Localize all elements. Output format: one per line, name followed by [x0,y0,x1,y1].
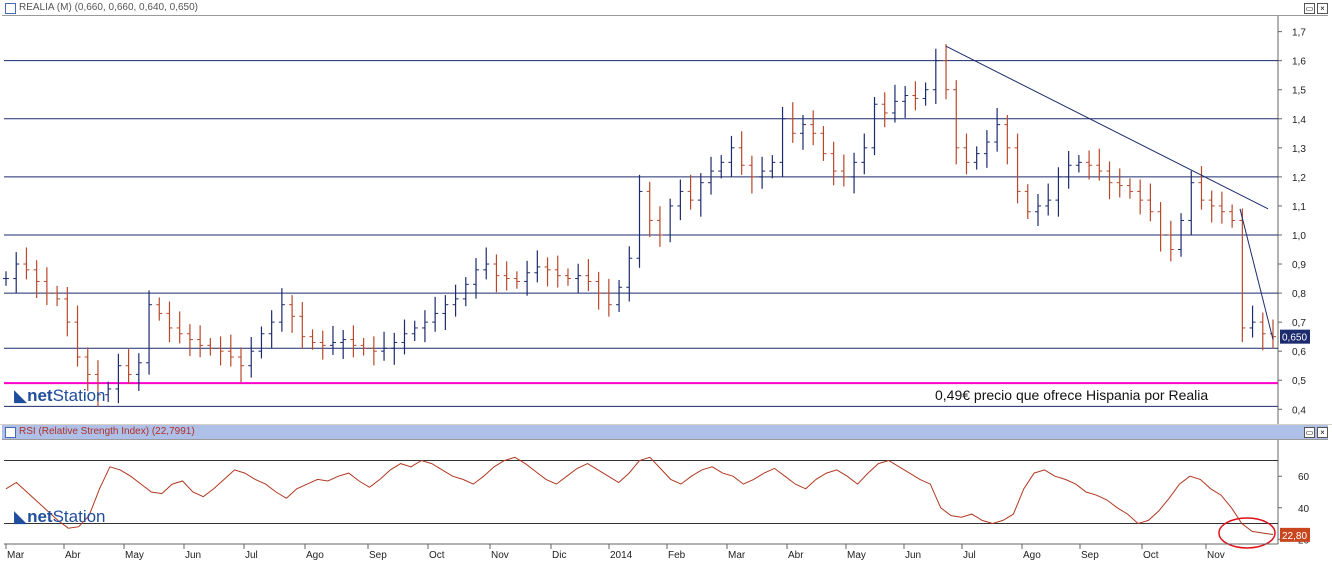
price-panel: REALIA (M) (0,660, 0,660, 0,640, 0,650) … [0,0,1332,424]
price-y-tick-label: 0,5 [1292,376,1306,387]
resistance-trendline [945,45,1269,210]
x-tick-label: Oct [1143,550,1159,561]
netstation-logo-icon: ◣ [14,386,28,405]
price-panel-title: REALIA (M) (0,660, 0,660, 0,640, 0,650) [19,2,198,13]
price-y-tick-label: 0,8 [1292,289,1306,300]
netstation-logo-price: ◣netStation [14,386,106,405]
rsi-last-value-tag [1280,527,1310,542]
rsi-chart: 60402022,80MarAbrMayJunJulAgoSepOctNovDi… [4,440,1310,561]
rsi-panel: RSI (Relative Strength Index) (22,7991) … [0,425,1332,561]
price-y-tick-label: 0,7 [1292,318,1306,329]
last-price-tag [1280,329,1310,344]
x-tick-label: Ago [1023,550,1041,561]
x-tick-label: Nov [491,550,509,561]
x-tick-label: Jul [245,550,258,561]
x-tick-label: May [125,550,144,561]
close-icon[interactable]: × [1317,427,1328,438]
price-panel-titlebar: REALIA (M) (0,660, 0,660, 0,640, 0,650) … [2,1,1328,16]
x-tick-label: Abr [65,550,81,561]
netstation-logo-icon: ◣ [14,507,28,526]
panel-checkbox-icon[interactable] [5,3,16,14]
short-trendline [1239,208,1274,340]
price-y-tick-label: 0,4 [1292,405,1306,416]
netstation-logo-rsi: ◣netStation [14,507,106,526]
price-y-tick-label: 1,6 [1292,57,1306,68]
price-y-tick-label: 0,6 [1292,347,1306,358]
price-y-tick-label: 0,9 [1292,260,1306,271]
price-y-tick-label: 1,7 [1292,28,1306,39]
x-tick-label: Jul [963,550,976,561]
restore-icon[interactable]: ▭ [1304,3,1315,14]
x-tick-label: Abr [788,550,804,561]
price-y-tick-label: 1,1 [1292,202,1306,213]
offer-annotation: 0,49€ precio que ofrece Hispania por Rea… [935,387,1208,403]
x-tick-label: Nov [1207,550,1225,561]
x-tick-label: Oct [429,550,445,561]
rsi-last-value-label: 22,80 [1282,531,1307,542]
price-plot-area [4,16,1278,424]
price-y-tick-label: 1,3 [1292,144,1306,155]
restore-icon[interactable]: ▭ [1304,427,1315,438]
x-tick-label: Ago [306,550,324,561]
x-tick-label: Jun [185,550,201,561]
rsi-oversold-circle [1218,517,1276,549]
x-tick-label: Mar [728,550,746,561]
rsi-panel-title: RSI (Relative Strength Index) (22,7991) [19,426,195,437]
x-tick-label: 2014 [610,550,633,561]
price-y-tick-label: 1,2 [1292,173,1306,184]
price-y-tick-label: 1,0 [1292,231,1306,242]
x-tick-label: Feb [668,550,686,561]
price-y-tick-label: 1,4 [1292,115,1306,126]
x-tick-label: May [847,550,866,561]
x-tick-label: Dic [552,550,566,561]
price-chart: 1,7 1,6 1,5 1,4 1,3 1,2 1,1 1,0 0,9 0,8 0,7 0,6 0,5 0… [3,16,1310,424]
close-icon[interactable]: × [1317,3,1328,14]
x-tick-label: Mar [7,550,25,561]
panel-checkbox-icon[interactable] [5,427,16,438]
x-tick-label: Sep [369,550,387,561]
x-tick-label: Jun [905,550,921,561]
x-tick-label: Sep [1081,550,1099,561]
rsi-y-tick-label: 60 [1298,472,1310,483]
rsi-plot-area [4,440,1278,544]
last-price-label: 0,650 [1282,333,1307,344]
rsi-line [5,456,1274,535]
price-y-tick-label: 1,5 [1292,86,1306,97]
rsi-y-tick-label: 40 [1298,504,1310,515]
rsi-panel-titlebar: RSI (Relative Strength Index) (22,7991) … [2,425,1328,440]
